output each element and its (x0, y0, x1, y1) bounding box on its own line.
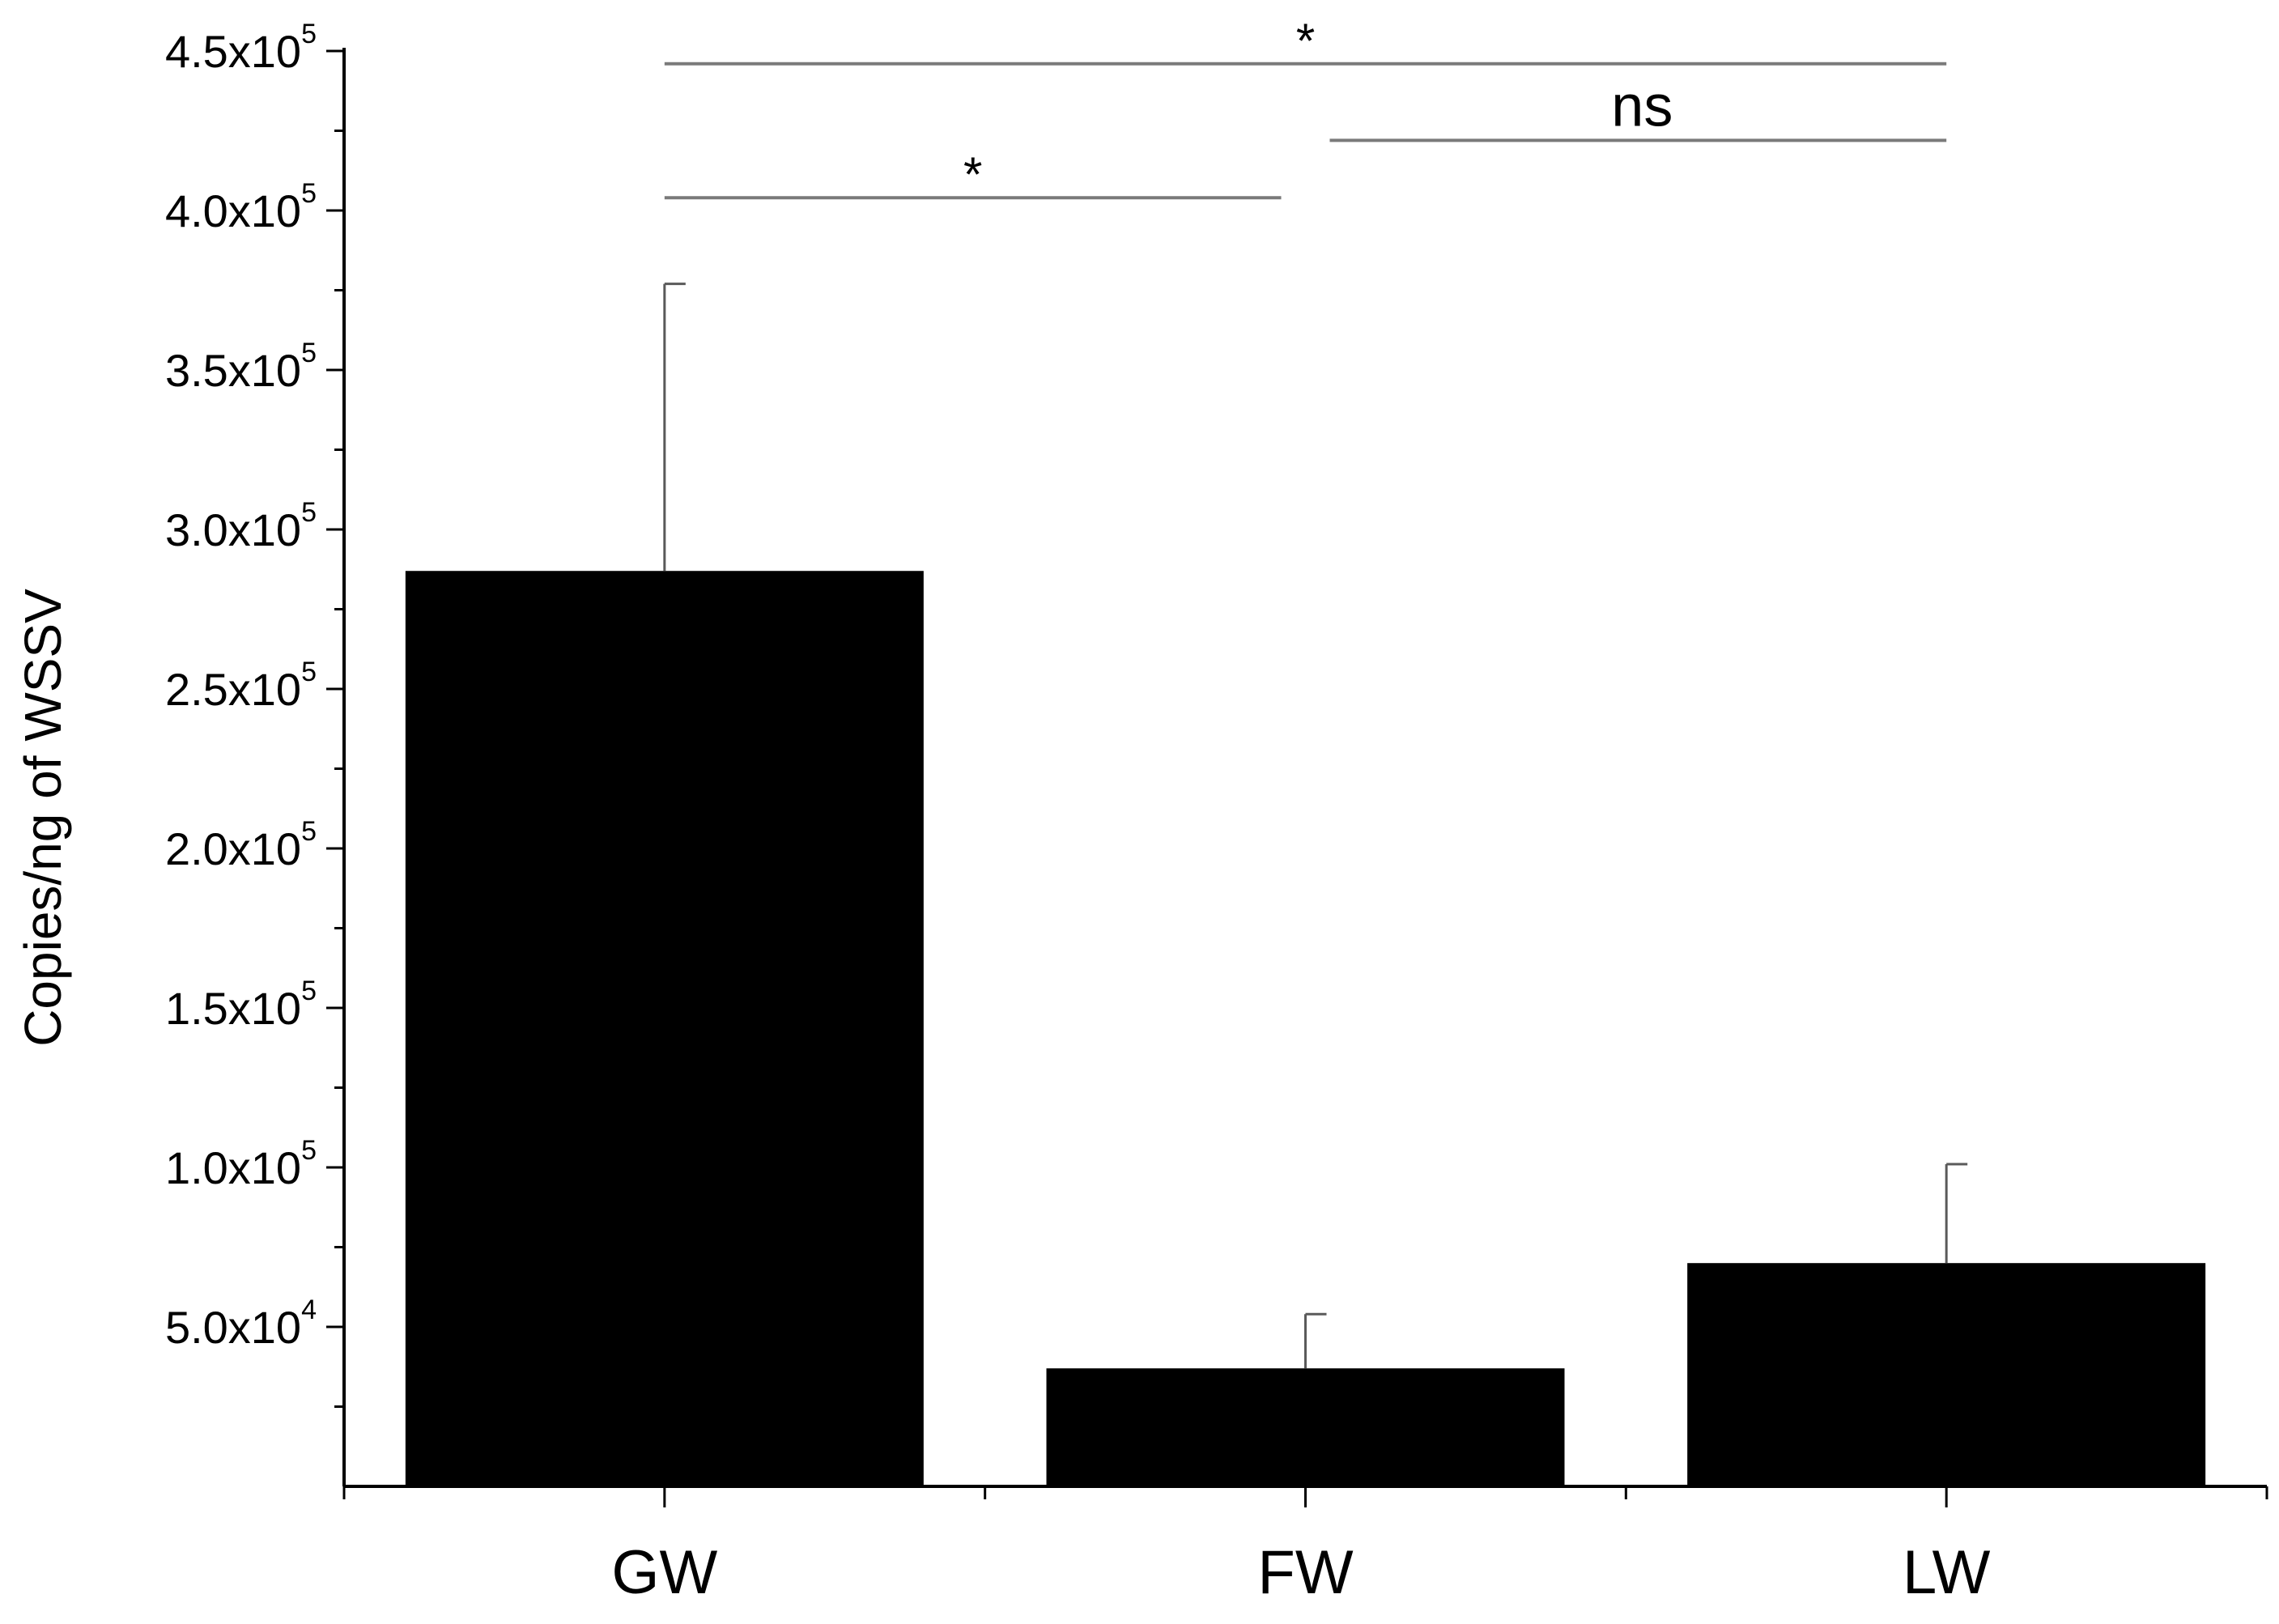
axes-layer: 5.0x1041.0x1051.5x1052.0x1052.5x1053.0x1… (165, 19, 2268, 1607)
y-tick-mantissa: 1.5x10 (165, 983, 301, 1034)
y-tick-exponent: 5 (301, 976, 317, 1006)
y-tick-exponent: 5 (301, 816, 317, 847)
y-tick-label: 4.5x105 (165, 19, 317, 77)
bar-lw (1687, 1263, 2206, 1486)
y-tick-exponent: 4 (301, 1295, 317, 1325)
y-tick-exponent: 5 (301, 338, 317, 368)
x-tick-label-lw: LW (1903, 1538, 1991, 1607)
y-tick-mantissa: 3.5x10 (165, 345, 301, 396)
significance-label: * (1296, 14, 1315, 68)
y-tick-mantissa: 1.0x10 (165, 1142, 301, 1193)
x-tick-label-fw: FW (1257, 1538, 1353, 1607)
error-bars-layer (663, 283, 1968, 1369)
y-tick-label: 1.5x105 (165, 976, 317, 1034)
y-tick-label: 3.5x105 (165, 338, 317, 396)
significance-label: * (963, 147, 982, 202)
y-tick-exponent: 5 (301, 497, 317, 528)
x-tick-label-gw: GW (611, 1538, 717, 1607)
bar-fw (1046, 1368, 1565, 1486)
significance-gw-lw: * (664, 14, 1947, 68)
y-tick-label: 5.0x104 (165, 1295, 317, 1353)
y-tick-exponent: 5 (301, 178, 317, 209)
y-tick-mantissa: 2.0x10 (165, 823, 301, 874)
error-bar-lw (1945, 1163, 1968, 1264)
significance-layer: * ns * (664, 14, 1947, 202)
y-tick-mantissa: 4.5x10 (165, 26, 301, 77)
error-bar-gw (663, 283, 686, 572)
significance-label: ns (1611, 74, 1673, 138)
y-tick-exponent: 5 (301, 657, 317, 687)
y-tick-exponent: 5 (301, 19, 317, 49)
y-tick-mantissa: 5.0x10 (165, 1302, 301, 1353)
error-bar-fw (1304, 1312, 1327, 1369)
y-tick-exponent: 5 (301, 1135, 317, 1166)
y-tick-label: 4.0x105 (165, 178, 317, 236)
y-tick-mantissa: 3.0x10 (165, 504, 301, 555)
y-tick-label: 2.5x105 (165, 657, 317, 715)
y-axis-title: Copies/ng of WSSV (14, 589, 72, 1047)
y-tick-label: 2.0x105 (165, 816, 317, 874)
bar-gw (405, 571, 924, 1486)
significance-gw-fw: * (664, 147, 1282, 202)
y-tick-label: 1.0x105 (165, 1135, 317, 1193)
y-tick-label: 3.0x105 (165, 497, 317, 555)
significance-fw-lw: ns (1329, 74, 1947, 142)
y-tick-mantissa: 4.0x10 (165, 185, 301, 236)
y-tick-mantissa: 2.5x10 (165, 664, 301, 715)
bars-layer (405, 571, 2206, 1486)
